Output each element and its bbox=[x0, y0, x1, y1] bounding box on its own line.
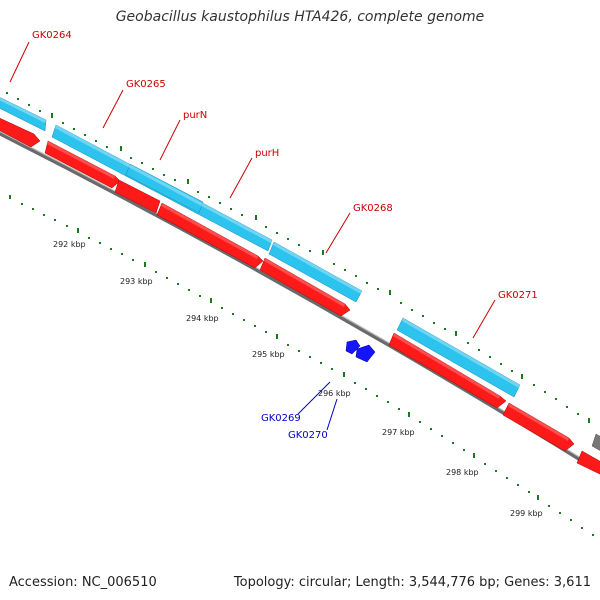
scale-ruler bbox=[9, 195, 594, 536]
gene-gk0269 bbox=[345, 339, 361, 355]
forward-gene-track bbox=[0, 97, 600, 451]
map-title: Geobacillus kaustophilus HTA426, complet… bbox=[115, 9, 485, 25]
gene-right-edge bbox=[591, 433, 600, 451]
gene-gk0268 bbox=[268, 241, 363, 303]
gene-gk0270 bbox=[355, 344, 376, 363]
gene-gk0271 bbox=[396, 317, 521, 398]
small-gene-cluster bbox=[345, 339, 376, 363]
scale-label-295: 295 kbp bbox=[252, 350, 285, 359]
scale-label-294: 294 kbp bbox=[186, 314, 219, 323]
label-gk0268: GK0268 bbox=[353, 203, 393, 214]
label-gk0265: GK0265 bbox=[126, 79, 166, 90]
scale-label-296: 296 kbp bbox=[318, 389, 351, 398]
gene-red-8 bbox=[576, 450, 600, 475]
label-gk0269: GK0269 bbox=[261, 413, 301, 424]
outer-tick-track bbox=[6, 92, 590, 423]
gene-red-7 bbox=[502, 402, 575, 452]
gene-purn bbox=[125, 163, 204, 214]
label-gk0270: GK0270 bbox=[288, 430, 328, 441]
scale-label-298: 298 kbp bbox=[446, 468, 479, 477]
scale-label-293: 293 kbp bbox=[120, 277, 153, 286]
scale-label-297: 297 kbp bbox=[382, 428, 415, 437]
label-gk0264: GK0264 bbox=[32, 30, 72, 41]
gene-red-1 bbox=[0, 118, 41, 148]
scale-label-292: 292 kbp bbox=[53, 240, 86, 249]
gene-red-6 bbox=[388, 332, 507, 409]
accession-text: Accession: NC_006510 bbox=[9, 575, 157, 590]
genome-backbone bbox=[0, 131, 600, 475]
label-purh: purH bbox=[255, 148, 279, 159]
genome-summary-text: Topology: circular; Length: 3,544,776 bp… bbox=[233, 575, 591, 590]
scale-label-299: 299 kbp bbox=[510, 509, 543, 518]
label-gk0271: GK0271 bbox=[498, 290, 538, 301]
label-leader-lines bbox=[9, 41, 496, 431]
gene-red-3 bbox=[114, 179, 161, 214]
label-purn: purN bbox=[183, 110, 207, 121]
